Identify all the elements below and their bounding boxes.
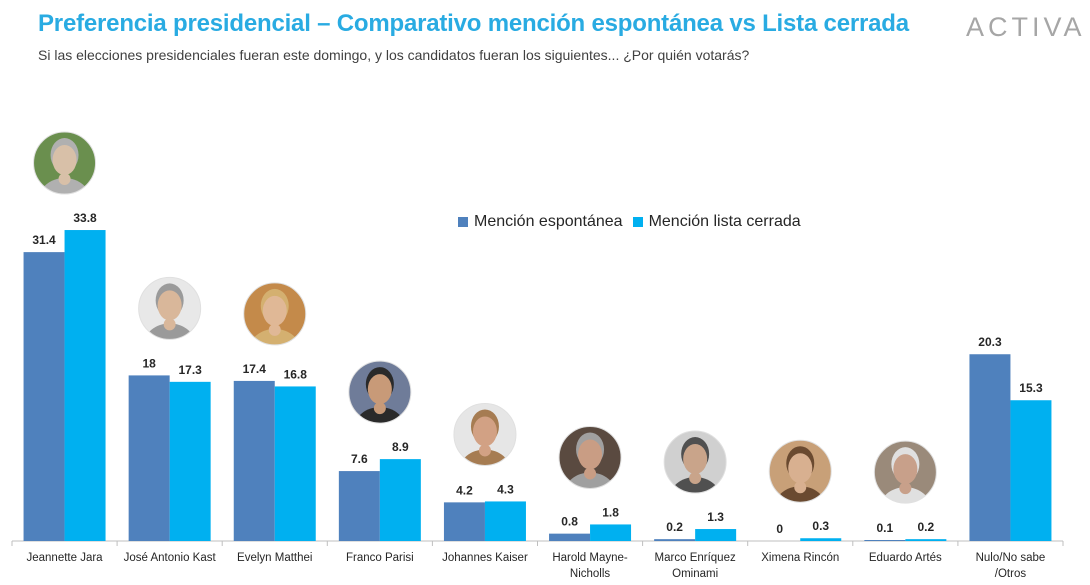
data-label-spontaneous: 0 <box>776 522 783 536</box>
bar-closed-list <box>274 386 316 541</box>
data-label-spontaneous: 20.3 <box>978 335 1002 349</box>
x-tick-label: Ximena Rincón <box>761 552 839 564</box>
data-label-spontaneous: 0.8 <box>561 515 578 529</box>
data-label-closed-list: 17.3 <box>178 363 202 377</box>
data-label-closed-list: 4.3 <box>497 482 514 496</box>
candidate-photo <box>558 425 622 489</box>
data-label-spontaneous: 17.4 <box>243 362 267 376</box>
legend-label-spontaneous: Mención espontánea <box>474 213 623 230</box>
bar-closed-list <box>379 459 421 541</box>
data-label-spontaneous: 18 <box>142 356 156 370</box>
x-tick-label: Marco Enríquez <box>655 552 736 564</box>
bar-spontaneous <box>443 502 485 541</box>
x-tick-label: Franco Parisi <box>346 552 414 564</box>
data-label-spontaneous: 0.2 <box>666 520 683 534</box>
bar-spontaneous <box>969 354 1011 541</box>
legend-item-closed-list: Mención lista cerrada <box>632 213 801 231</box>
legend-swatch-spontaneous <box>458 217 468 227</box>
candidate-photo <box>663 430 727 494</box>
data-label-spontaneous: 31.4 <box>32 233 56 247</box>
candidate-photo <box>243 282 307 346</box>
x-tick-label: /Otros <box>995 568 1027 580</box>
data-label-closed-list: 0.3 <box>812 519 829 533</box>
bar-closed-list <box>590 524 632 541</box>
candidate-photo <box>138 276 202 340</box>
data-label-spontaneous: 4.2 <box>456 483 473 497</box>
bar-closed-list <box>905 539 947 541</box>
x-tick-label: Johannes Kaiser <box>442 552 528 564</box>
legend-swatch-closed-list <box>632 217 643 227</box>
bar-closed-list <box>800 538 842 541</box>
x-tick-label: Nulo/No sabe <box>976 552 1046 564</box>
chart-subtitle: Si las elecciones presidenciales fueran … <box>38 47 750 63</box>
bar-spontaneous <box>338 471 380 541</box>
bar-spontaneous <box>654 539 696 541</box>
candidate-photo <box>348 360 412 424</box>
legend: Mención espontánea Mención lista cerrada <box>458 213 801 231</box>
bar-closed-list <box>695 529 737 541</box>
data-label-spontaneous: 7.6 <box>351 452 368 466</box>
legend-label-closed-list: Mención lista cerrada <box>648 213 801 230</box>
candidate-photo <box>768 439 832 503</box>
bar-spontaneous <box>128 375 170 541</box>
candidate-photo <box>873 440 937 504</box>
x-tick-label: Jeannette Jara <box>27 552 104 564</box>
bar-closed-list <box>1010 400 1052 541</box>
x-tick-label: Nicholls <box>570 568 611 580</box>
data-label-closed-list: 33.8 <box>73 211 97 225</box>
bar-spontaneous <box>864 540 906 541</box>
x-tick-label: Ominami <box>672 568 718 580</box>
x-tick-label: José Antonio Kast <box>124 552 217 564</box>
legend-item-spontaneous: Mención espontánea <box>458 213 623 231</box>
data-label-closed-list: 8.9 <box>392 440 409 454</box>
bar-closed-list <box>169 381 211 541</box>
x-tick-label: Evelyn Matthei <box>237 552 312 564</box>
data-label-closed-list: 16.8 <box>284 367 308 381</box>
data-label-closed-list: 1.3 <box>707 510 724 524</box>
x-tick-label: Eduardo Artés <box>869 552 942 564</box>
bar-spontaneous <box>23 252 65 541</box>
bar-spontaneous <box>549 533 591 541</box>
data-label-closed-list: 0.2 <box>918 520 935 534</box>
brand-logo: ACTIVA <box>966 12 1086 42</box>
candidate-photo <box>453 402 517 466</box>
data-label-closed-list: 15.3 <box>1019 381 1043 395</box>
bar-spontaneous <box>233 380 275 541</box>
x-tick-label: Harold Mayne- <box>552 552 628 564</box>
data-label-closed-list: 1.8 <box>602 505 619 519</box>
bar-closed-list <box>484 501 526 541</box>
bar-closed-list <box>64 230 106 542</box>
chart-title: Preferencia presidencial – Comparativo m… <box>38 10 909 37</box>
data-label-spontaneous: 0.1 <box>877 521 894 535</box>
candidate-photo <box>33 131 97 195</box>
